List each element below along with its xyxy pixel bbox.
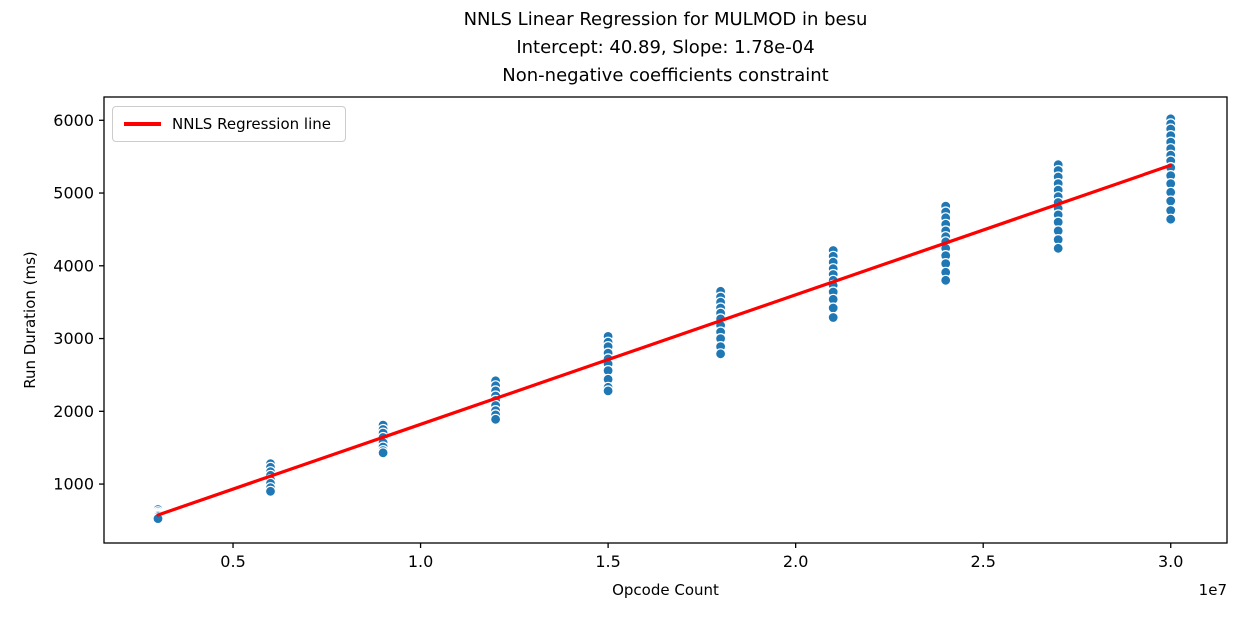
x-tick-label: 3.0 bbox=[1158, 552, 1183, 571]
y-tick-label: 5000 bbox=[53, 184, 94, 203]
scatter-point bbox=[1165, 213, 1177, 225]
x-tick-label: 1.5 bbox=[595, 552, 620, 571]
chart-subtitle-intercept-slope: Intercept: 40.89, Slope: 1.78e-04 bbox=[516, 37, 815, 58]
chart-title: NNLS Linear Regression for MULMOD in bes… bbox=[463, 9, 868, 30]
scatter-point bbox=[827, 311, 839, 324]
scatter-series bbox=[152, 113, 1177, 525]
legend-line-swatch bbox=[124, 122, 161, 126]
x-tick-label: 0.5 bbox=[220, 552, 245, 571]
y-tick-label: 3000 bbox=[53, 329, 94, 348]
scatter-point bbox=[377, 447, 389, 459]
x-tick-label: 1.0 bbox=[408, 552, 433, 571]
scatter-point bbox=[1165, 195, 1177, 207]
chart-subtitle-constraint: Non-negative coefficients constraint bbox=[502, 65, 829, 86]
y-tick-label: 4000 bbox=[53, 256, 94, 275]
y-axis-label: Run Duration (ms) bbox=[21, 251, 39, 389]
scatter-point bbox=[602, 385, 614, 397]
plot-border bbox=[103, 96, 1228, 544]
y-tick-label: 2000 bbox=[53, 402, 94, 421]
scatter-point bbox=[714, 348, 727, 360]
legend-label: NNLS Regression line bbox=[172, 115, 331, 133]
regression-line bbox=[156, 163, 1173, 517]
y-tick-label: 1000 bbox=[53, 475, 94, 494]
y-tick-label: 6000 bbox=[53, 111, 94, 130]
scatter-point bbox=[827, 302, 839, 314]
scatter-point bbox=[940, 274, 952, 286]
title-block: NNLS Linear Regression for MULMOD in bes… bbox=[104, 6, 1227, 90]
scatter-point bbox=[1052, 242, 1064, 254]
x-tick-label: 2.0 bbox=[783, 552, 808, 571]
x-axis: 0.5 1.0 1.5 2.0 2.5 3.0 bbox=[220, 543, 1183, 571]
x-axis-offset-text: 1e7 bbox=[1198, 581, 1227, 599]
x-tick-label: 2.5 bbox=[970, 552, 995, 571]
x-axis-label: Opcode Count bbox=[612, 581, 719, 599]
legend: NNLS Regression line bbox=[112, 106, 346, 142]
y-axis: 1000 2000 3000 4000 5000 6000 bbox=[53, 111, 104, 494]
scatter-point bbox=[490, 413, 502, 425]
scatter-point bbox=[264, 485, 277, 497]
